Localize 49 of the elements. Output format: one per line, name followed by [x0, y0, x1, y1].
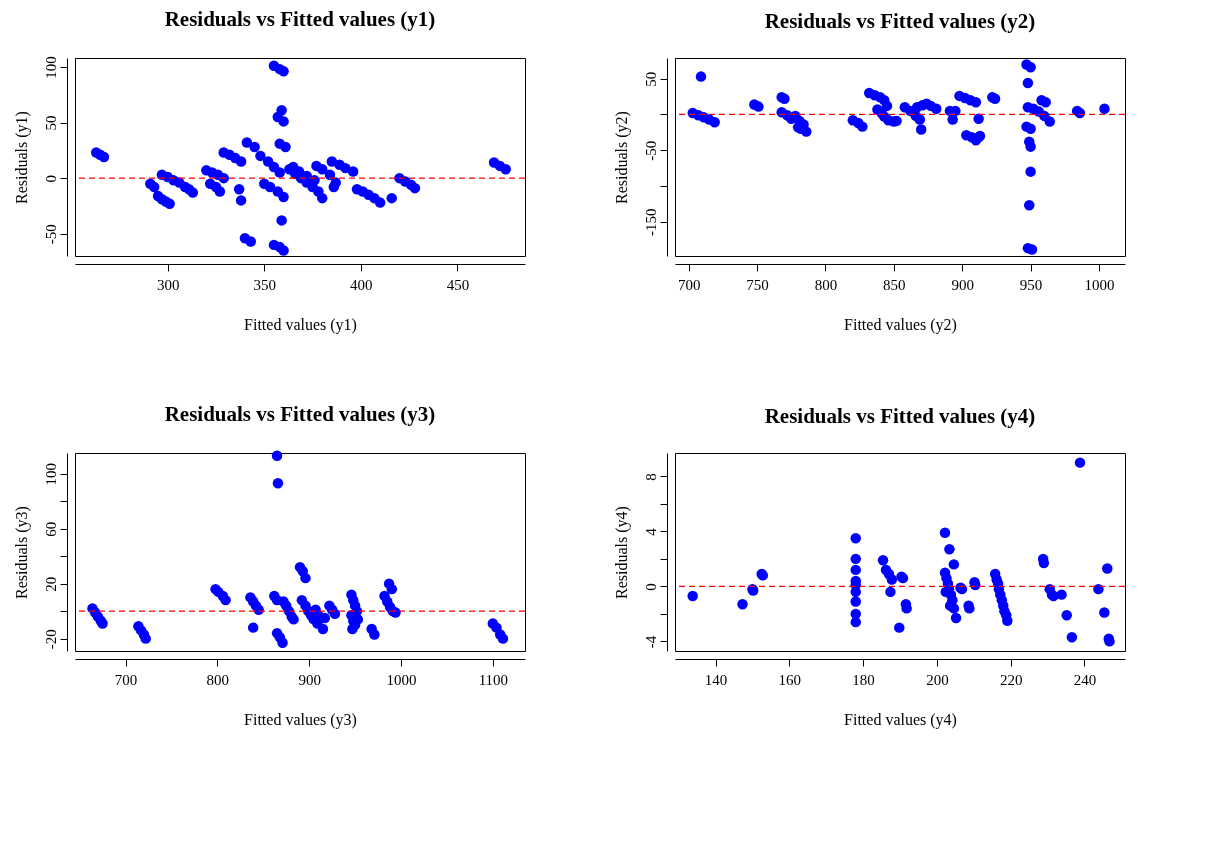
y-tick-label: 0	[42, 174, 59, 183]
y-axis-title: Residuals (y1)	[12, 111, 31, 204]
y-tick-label: -50	[642, 140, 659, 161]
y-tick-label: 20	[42, 576, 59, 592]
x-tick-label: 240	[1073, 671, 1097, 688]
chart-title: Residuals vs Fitted values (y1)	[164, 6, 436, 31]
y-tick-label: -20	[42, 629, 59, 650]
x-tick-label: 400	[350, 276, 373, 293]
x-tick-label: 700	[114, 671, 138, 688]
y-tick-label: -150	[642, 208, 659, 236]
x-tick-label: 800	[206, 671, 230, 688]
x-tick-label: 1100	[478, 671, 509, 688]
x-axis-title: Fitted values (y4)	[844, 710, 957, 729]
y-tick-label: -50	[42, 224, 59, 245]
x-tick-label: 900	[298, 671, 321, 688]
x-tick-label: 850	[883, 276, 906, 293]
x-tick-label: 450	[446, 276, 470, 293]
x-tick-label: 1000	[386, 671, 417, 688]
y-tick-label: 4	[642, 527, 659, 536]
y-tick-label: -4	[642, 635, 659, 649]
chart-title: Residuals vs Fitted values (y3)	[164, 401, 436, 426]
x-axis-title: Fitted values (y2)	[844, 315, 957, 334]
y-axis-title: Residuals (y4)	[612, 506, 631, 599]
x-tick-label: 700	[677, 276, 701, 293]
x-tick-label: 1000	[1084, 276, 1115, 293]
y-tick-label: 100	[42, 56, 59, 79]
x-tick-label: 160	[778, 671, 802, 688]
x-axis-title: Fitted values (y1)	[244, 315, 357, 334]
y-tick-label: 100	[42, 462, 59, 486]
y-axis-title: Residuals (y2)	[612, 111, 631, 204]
x-tick-label: 750	[746, 276, 769, 293]
y-tick-label: 8	[642, 473, 659, 481]
x-tick-label: 300	[156, 276, 180, 293]
y-tick-label: 50	[642, 71, 659, 87]
x-axis-title: Fitted values (y3)	[244, 710, 357, 729]
y-axis-title: Residuals (y3)	[12, 506, 31, 599]
y-tick-label: 0	[642, 583, 659, 591]
x-tick-label: 350	[253, 276, 277, 293]
chart-title: Residuals vs Fitted values (y2)	[764, 9, 1036, 33]
x-tick-label: 800	[814, 276, 838, 293]
x-tick-label: 950	[1019, 276, 1043, 293]
x-tick-label: 180	[852, 671, 875, 688]
x-tick-label: 900	[951, 276, 974, 293]
y-tick-label: 50	[42, 115, 59, 131]
x-tick-label: 220	[999, 671, 1023, 688]
y-tick-label: 60	[42, 521, 59, 537]
chart-title: Residuals vs Fitted values (y4)	[764, 404, 1036, 428]
x-tick-label: 200	[926, 671, 949, 688]
x-tick-label: 140	[704, 671, 728, 688]
